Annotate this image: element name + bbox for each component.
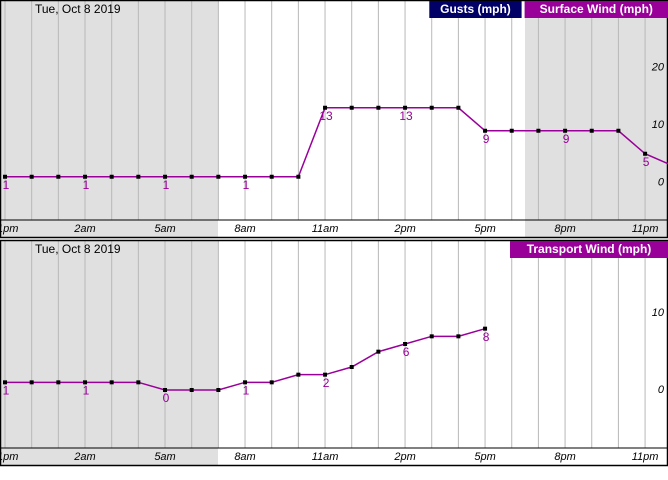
data-point	[456, 105, 461, 110]
data-point	[269, 174, 274, 179]
data-point	[429, 105, 434, 110]
data-point	[29, 380, 34, 385]
data-point	[376, 105, 381, 110]
data-point	[243, 380, 248, 385]
x-tick-label: 11pm	[0, 451, 18, 463]
data-label: 1	[3, 178, 10, 192]
data-label: 1	[243, 178, 250, 192]
data-point	[323, 372, 328, 377]
y-tick-label: 0	[658, 176, 665, 188]
data-point	[83, 380, 88, 385]
x-tick-label: 11pm	[632, 223, 659, 235]
data-point	[349, 365, 354, 369]
legend-box	[510, 241, 668, 258]
x-tick-label: 5am	[154, 451, 175, 463]
data-label: 13	[319, 109, 333, 123]
series-line	[5, 107, 668, 178]
data-point	[163, 174, 168, 179]
data-label: 1	[3, 384, 10, 398]
data-label: 9	[563, 132, 570, 146]
date-label: Tue, Oct 8 2019	[35, 2, 121, 16]
x-tick-label: 5am	[154, 223, 175, 235]
x-tick-label: 5pm	[474, 451, 495, 463]
data-point	[589, 128, 594, 133]
data-point	[296, 372, 301, 377]
data-point	[83, 174, 88, 179]
data-point	[563, 128, 568, 133]
legend-label: Surface Wind (mph)	[540, 2, 653, 16]
data-label: 1	[83, 384, 90, 398]
data-point	[643, 151, 648, 156]
data-label: 0	[163, 391, 170, 405]
data-point	[269, 380, 274, 385]
x-tick-label: 5pm	[474, 223, 495, 235]
data-label: 8	[483, 330, 490, 344]
data-point	[216, 174, 221, 179]
data-point	[189, 388, 194, 392]
x-tick-label: 11pm	[632, 451, 659, 463]
data-label: 1	[243, 384, 250, 398]
x-tick-label: 2pm	[393, 223, 415, 235]
night-shade	[0, 0, 218, 238]
data-label: 5	[643, 155, 650, 169]
data-point	[216, 388, 221, 392]
data-label: 1	[83, 178, 90, 192]
data-point	[29, 174, 34, 179]
x-tick-label: 11pm	[0, 223, 18, 235]
data-point	[323, 105, 328, 110]
data-point	[3, 174, 7, 179]
data-label: 9	[483, 132, 490, 146]
data-label: 1	[163, 178, 170, 192]
y-tick-label: 0	[658, 384, 665, 396]
night-shade	[525, 0, 668, 238]
data-point	[509, 128, 514, 133]
data-point	[136, 174, 141, 179]
y-tick-label: 20	[651, 61, 665, 73]
data-label: 6	[403, 345, 410, 359]
data-point	[3, 380, 7, 385]
data-point	[56, 380, 61, 385]
x-tick-label: 8am	[234, 223, 255, 235]
data-point	[109, 380, 114, 385]
x-tick-label: 8am	[234, 451, 255, 463]
x-tick-label: 11am	[312, 451, 339, 463]
data-point	[109, 174, 114, 179]
data-point	[376, 349, 381, 354]
legend-label: Gusts (mph)	[440, 2, 511, 16]
y-tick-label: 10	[652, 307, 665, 319]
data-point	[136, 380, 141, 385]
data-point	[56, 174, 61, 179]
data-point	[189, 174, 194, 179]
y-tick-label: 10	[652, 119, 665, 131]
data-point	[403, 105, 408, 110]
data-point	[483, 128, 488, 133]
data-label: 2	[323, 376, 330, 390]
data-point	[296, 174, 301, 179]
x-tick-label: 2am	[73, 451, 95, 463]
x-tick-label: 2pm	[393, 451, 415, 463]
x-tick-label: 11am	[312, 223, 339, 235]
data-point	[483, 326, 488, 331]
x-tick-label: 8pm	[554, 223, 575, 235]
legend-box	[429, 1, 522, 18]
x-tick-label: 2am	[73, 223, 95, 235]
data-point	[616, 128, 621, 133]
legend-label: Transport Wind (mph)	[527, 242, 652, 256]
data-point	[536, 128, 541, 133]
data-label: 13	[399, 109, 413, 123]
data-point	[349, 105, 354, 110]
data-point	[243, 174, 248, 179]
legend-box	[524, 1, 668, 18]
data-point	[456, 334, 461, 339]
x-tick-label: 8pm	[554, 451, 575, 463]
data-point	[429, 334, 434, 339]
date-label: Tue, Oct 8 2019	[35, 242, 121, 256]
data-point	[163, 388, 168, 392]
data-point	[403, 342, 408, 346]
night-shade	[0, 240, 218, 466]
